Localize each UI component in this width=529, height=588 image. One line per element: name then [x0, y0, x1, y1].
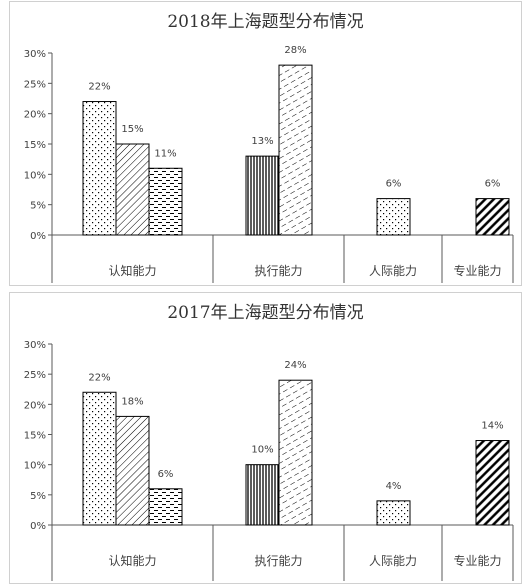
y-tick-label: 15%: [24, 431, 46, 442]
y-tick-label: 25%: [24, 370, 46, 381]
bar: [82, 101, 117, 236]
bar: [115, 143, 150, 236]
y-tick-label: 0%: [30, 521, 46, 532]
bar: [475, 440, 510, 526]
data-label: 4%: [386, 481, 402, 492]
data-label: 10%: [251, 445, 273, 456]
bar: [245, 464, 280, 526]
bar: [278, 379, 313, 526]
bar: [245, 155, 280, 236]
category-label: 执行能力: [254, 264, 302, 278]
bar: [278, 64, 313, 236]
data-label: 15%: [121, 124, 143, 135]
bar: [376, 198, 411, 236]
data-label: 14%: [481, 421, 503, 432]
y-tick-label: 30%: [24, 49, 46, 60]
data-label: 13%: [251, 136, 273, 147]
bar: [148, 167, 183, 236]
chart-2018-plot: 0% 5% 10% 15% 20% 25% 30% 认知能力 执行能力 人际能力 专业能力 22% 15…: [24, 45, 514, 283]
y-tick-label: 30%: [24, 340, 46, 351]
bar: [475, 198, 510, 236]
y-tick-label: 20%: [24, 400, 46, 411]
category-label: 执行能力: [254, 554, 302, 568]
category-label: 专业能力: [453, 553, 501, 568]
category-label: 认知能力: [108, 554, 156, 568]
chart-title: 2018年上海题型分布情况: [167, 12, 364, 32]
category-label: 人际能力: [369, 264, 417, 278]
bar: [82, 391, 117, 526]
y-tick-label: 10%: [24, 170, 46, 181]
data-label: 22%: [88, 372, 110, 383]
chart-2018-panel: 2018年上海题型分布情况 0% 5% 10% 15% 20% 25% 30% 认知能力 执行能…: [9, 1, 522, 286]
y-tick-label: 25%: [24, 79, 46, 90]
category-label: 专业能力: [453, 263, 501, 278]
data-label: 22%: [88, 82, 110, 93]
y-tick-label: 20%: [24, 110, 46, 121]
data-label: 24%: [284, 360, 306, 371]
y-tick-label: 5%: [30, 491, 46, 502]
y-tick-label: 10%: [24, 461, 46, 472]
chart-2017-plot: 0% 5% 10% 15% 20% 25% 30% 认知能力 执行能力 人际能力 专业能力 22% 18…: [24, 340, 514, 581]
category-label: 人际能力: [369, 554, 417, 568]
bar: [148, 488, 183, 526]
data-label: 18%: [121, 396, 143, 407]
bar: [115, 415, 150, 526]
chart-title: 2017年上海题型分布情况: [167, 303, 364, 323]
chart-2017-panel: 2017年上海题型分布情况 0% 5% 10% 15% 20% 25% 30% 认知能力 执行能…: [9, 292, 522, 584]
data-label: 28%: [284, 45, 306, 56]
y-tick-label: 15%: [24, 140, 46, 151]
data-label: 11%: [154, 148, 176, 159]
category-label: 认知能力: [108, 264, 156, 278]
data-label: 6%: [386, 179, 402, 190]
y-tick-label: 0%: [30, 231, 46, 242]
data-label: 6%: [485, 179, 501, 190]
data-label: 6%: [158, 469, 174, 480]
y-tick-label: 5%: [30, 201, 46, 212]
bar: [376, 500, 411, 526]
